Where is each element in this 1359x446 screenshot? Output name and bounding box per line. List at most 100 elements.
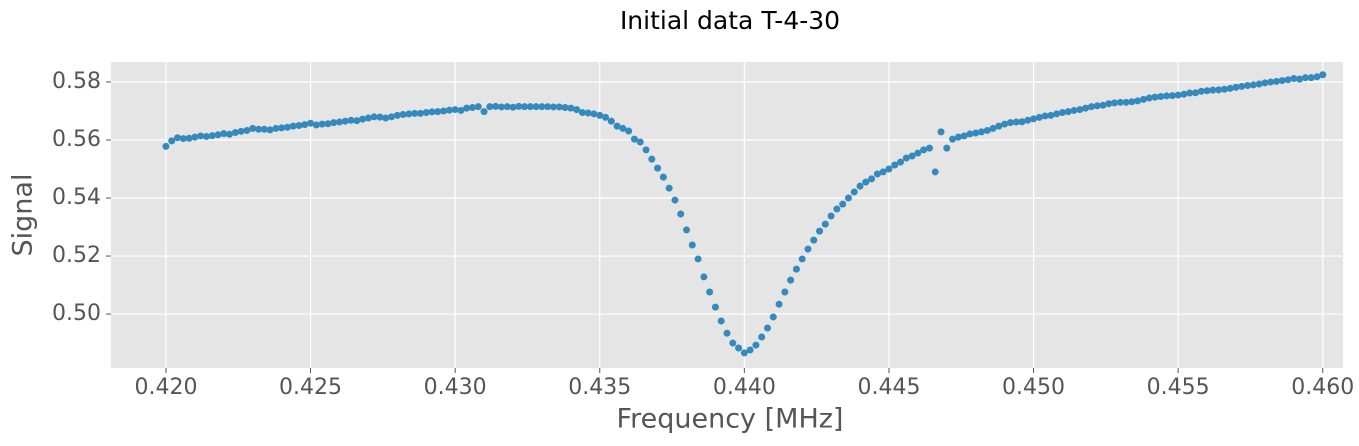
data-point xyxy=(283,123,291,131)
data-point xyxy=(1255,80,1263,88)
data-point xyxy=(440,107,448,115)
y-tick-label: 0.58 xyxy=(52,69,101,94)
data-point xyxy=(422,108,430,116)
data-point xyxy=(972,129,980,137)
data-point xyxy=(202,133,210,141)
data-point xyxy=(1128,98,1136,106)
data-point xyxy=(1215,86,1223,94)
data-point xyxy=(584,109,592,117)
data-point xyxy=(1087,103,1095,111)
data-point xyxy=(1284,76,1292,84)
data-point xyxy=(399,110,407,118)
data-point xyxy=(434,108,442,116)
data-point xyxy=(301,121,309,129)
data-point xyxy=(758,333,766,341)
data-point xyxy=(665,184,673,192)
data-point xyxy=(602,113,610,121)
x-tick-label: 0.420 xyxy=(134,375,197,400)
data-point xyxy=(503,103,511,111)
data-point xyxy=(920,146,928,154)
data-point xyxy=(480,108,488,116)
data-point xyxy=(960,132,968,140)
data-point xyxy=(1122,98,1130,106)
data-point xyxy=(735,344,743,352)
data-point xyxy=(1307,74,1315,82)
data-point xyxy=(515,102,523,110)
data-point xyxy=(567,104,575,112)
data-point xyxy=(977,128,985,136)
data-point xyxy=(532,103,540,111)
data-point xyxy=(717,317,725,325)
data-point xyxy=(1180,90,1188,98)
data-point xyxy=(1041,112,1049,120)
data-point xyxy=(833,205,841,213)
data-point xyxy=(526,103,534,111)
data-point xyxy=(1238,82,1246,90)
data-point xyxy=(596,111,604,119)
x-tick-label: 0.455 xyxy=(1147,375,1210,400)
data-point xyxy=(214,131,222,139)
data-point xyxy=(989,124,997,132)
data-point xyxy=(1174,91,1182,99)
data-point xyxy=(642,146,650,154)
data-point xyxy=(370,113,378,121)
data-point xyxy=(260,125,268,133)
data-point xyxy=(1313,73,1321,81)
data-point xyxy=(839,200,847,208)
data-point xyxy=(405,110,413,118)
data-point xyxy=(995,122,1003,130)
data-point xyxy=(1319,71,1327,79)
data-point xyxy=(943,144,951,152)
data-point xyxy=(359,115,367,123)
data-point xyxy=(636,138,644,146)
data-point xyxy=(474,103,482,111)
data-point xyxy=(411,109,419,117)
data-point xyxy=(538,103,546,111)
data-point xyxy=(925,144,933,152)
data-point xyxy=(428,108,436,116)
data-point xyxy=(752,341,760,349)
data-point xyxy=(1018,118,1026,126)
data-point xyxy=(775,300,783,308)
data-point xyxy=(1261,79,1269,87)
data-point xyxy=(792,265,800,273)
chart-title: Initial data T-4-30 xyxy=(620,6,840,35)
data-point xyxy=(220,130,228,138)
data-point xyxy=(1163,92,1171,100)
data-point xyxy=(729,339,737,347)
data-point xyxy=(885,165,893,173)
y-tick-label: 0.56 xyxy=(52,127,101,152)
data-point xyxy=(671,196,679,204)
data-point xyxy=(630,135,638,143)
data-point xyxy=(1105,100,1113,108)
data-point xyxy=(324,120,332,128)
data-point xyxy=(897,158,905,166)
data-point xyxy=(590,110,598,118)
x-tick-label: 0.450 xyxy=(1002,375,1065,400)
data-point xyxy=(677,210,685,218)
data-point xyxy=(289,122,297,130)
data-point xyxy=(711,303,719,311)
data-point xyxy=(1168,92,1176,100)
data-point xyxy=(694,255,702,263)
data-point xyxy=(1099,101,1107,109)
data-point xyxy=(208,132,216,140)
data-point xyxy=(353,117,361,125)
data-point xyxy=(1151,93,1159,101)
data-point xyxy=(1296,75,1304,83)
data-point xyxy=(231,128,239,136)
x-tick-label: 0.425 xyxy=(279,375,342,400)
data-point xyxy=(179,135,187,143)
data-point xyxy=(862,178,870,186)
data-point xyxy=(1197,87,1205,95)
data-point xyxy=(1267,78,1275,86)
data-point xyxy=(451,106,459,114)
data-point xyxy=(763,324,771,332)
data-point xyxy=(804,245,812,253)
data-point xyxy=(388,113,396,121)
data-point xyxy=(700,273,708,281)
data-point xyxy=(1012,118,1020,126)
data-point xyxy=(1024,116,1032,124)
data-point xyxy=(607,117,615,125)
x-tick-label: 0.440 xyxy=(713,375,776,400)
